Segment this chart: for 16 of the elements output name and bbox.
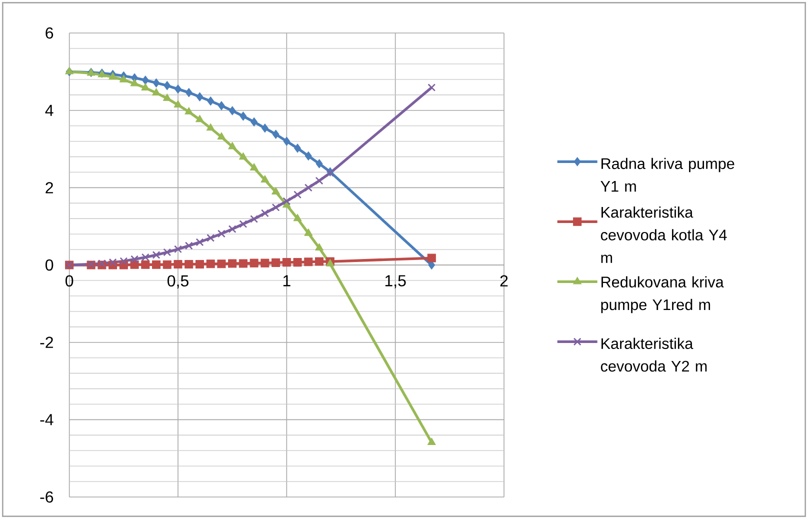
y-tick-label: 0	[46, 259, 54, 271]
legend-label: Karakteristika cevovoda kotla Y4 m	[600, 206, 727, 263]
x-tick-label: 2	[500, 275, 508, 286]
x-tick-label: 0,5	[168, 275, 188, 288]
x-tick-label: 1,5	[385, 275, 406, 288]
y-tick-label: 2	[46, 182, 53, 194]
y-tick-label: 4	[45, 104, 54, 116]
x-tick-label: 0	[66, 275, 74, 287]
x-tick-label: 1	[283, 275, 290, 286]
y-tick-label: -4	[40, 414, 54, 426]
y-tick-label: -6	[40, 491, 54, 503]
y-tick-label: -2	[40, 336, 53, 348]
y-tick-label: 6	[46, 27, 54, 39]
legend-label: Karakteristika cevovoda Y2 m	[600, 338, 707, 372]
legend-label: Redukovana kriva pumpe Y1red m	[601, 276, 724, 314]
legend-label: Radna kriva pumpe Y1 m	[600, 158, 734, 192]
